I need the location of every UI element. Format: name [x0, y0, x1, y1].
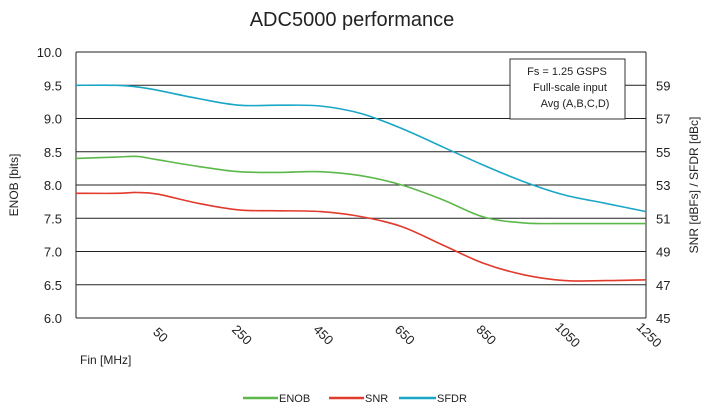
legend-label-enob: ENOB	[279, 393, 310, 405]
series-line-sfdr	[75, 84, 647, 213]
series-lines	[75, 84, 647, 282]
x-tick-label: 1050	[552, 319, 583, 350]
left-axis-label: ENOB [bits]	[7, 154, 21, 217]
legend-label-sfdr: SFDR	[437, 393, 467, 405]
grid-lines	[75, 51, 647, 319]
left-tick-label: 6.0	[44, 311, 62, 326]
right-tick-label: 47	[656, 278, 670, 293]
right-tick-label: 55	[656, 145, 670, 160]
right-tick-label: 51	[656, 211, 670, 226]
right-tick-label: 53	[656, 178, 670, 193]
right-tick-label: 57	[656, 112, 670, 127]
right-axis-ticks: 45 47 49 51 53 55 57 59	[656, 78, 670, 326]
right-axis-label: SNR [dBFs] / SFDR [dBc]	[687, 117, 701, 254]
x-axis-ticks: 50 250 450 650 850 1050 1250	[150, 319, 665, 350]
left-tick-label: 8.5	[44, 145, 62, 160]
left-tick-label: 10.0	[37, 45, 62, 60]
legend-label-snr: SNR	[365, 393, 388, 405]
right-tick-label: 45	[656, 311, 670, 326]
x-tick-label: 850	[473, 322, 499, 348]
left-tick-label: 9.0	[44, 112, 62, 127]
annotation-line-2: Full-scale input	[533, 82, 607, 94]
left-tick-label: 7.0	[44, 245, 62, 260]
right-tick-label: 59	[656, 78, 670, 93]
annotation-line-1: Fs = 1.25 GSPS	[527, 66, 607, 78]
left-tick-label: 6.5	[44, 278, 62, 293]
legend: ENOB SNR SFDR	[243, 393, 467, 405]
left-tick-label: 8.0	[44, 178, 62, 193]
right-tick-label: 49	[656, 245, 670, 260]
series-line-snr	[75, 191, 647, 282]
x-tick-label: 650	[392, 322, 418, 348]
left-tick-label: 9.5	[44, 78, 62, 93]
x-axis-label: Fin [MHz]	[80, 353, 131, 367]
left-axis-ticks: 6.0 6.5 7.0 7.5 8.0 8.5 9.0 9.5 10.0	[37, 45, 62, 326]
chart-title: ADC5000 performance	[250, 9, 455, 31]
series-line-enob	[75, 155, 646, 225]
x-tick-label: 250	[229, 322, 255, 348]
x-tick-label: 50	[150, 324, 171, 345]
left-tick-label: 7.5	[44, 211, 62, 226]
x-tick-label: 450	[310, 322, 336, 348]
annotation-frame	[509, 58, 626, 120]
annotation-box: Fs = 1.25 GSPS Full-scale input Avg (A,B…	[509, 58, 626, 120]
annotation-line-3: Avg (A,B,C,D)	[541, 98, 610, 110]
